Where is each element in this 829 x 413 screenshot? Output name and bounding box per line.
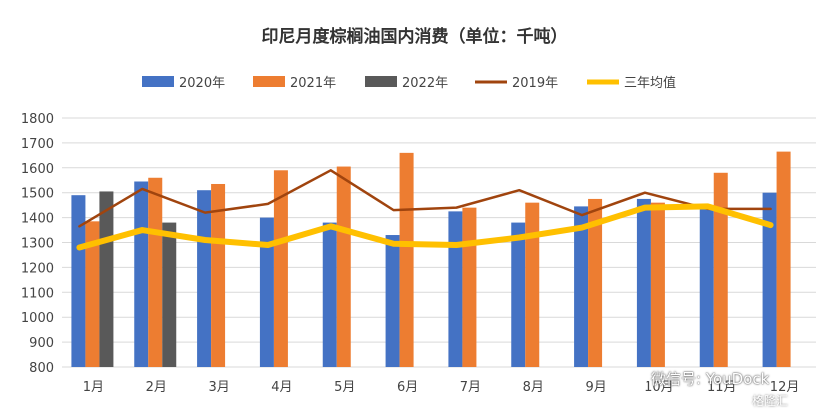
x-tick-label: 9月 — [585, 380, 606, 395]
x-tick-label: 10月 — [644, 380, 674, 395]
y-tick-label: 900 — [29, 336, 54, 351]
grid-layer — [62, 117, 816, 368]
bar-2022年-1月 — [99, 191, 114, 367]
bar-2021年-4月 — [273, 170, 288, 367]
legend-label: 2020年 — [179, 76, 225, 91]
y-tick-label: 1100 — [21, 286, 54, 301]
lines-layer — [76, 169, 774, 251]
bar-2020年-12月 — [762, 192, 777, 367]
axis-layer: 800 900 1000 1100 1200 1300 1400 1500 1600 1700 18… — [21, 112, 799, 395]
bar-2021年-10月 — [650, 202, 665, 367]
x-tick-label: 2月 — [146, 380, 167, 395]
legend-label: 2022年 — [402, 76, 448, 91]
bar-2020年-9月 — [574, 206, 589, 367]
bar-2021年-1月 — [85, 221, 100, 367]
watermark: 微信号: YouDock — [625, 368, 769, 389]
legend-swatch — [142, 76, 174, 87]
x-tick-label: 8月 — [523, 380, 544, 395]
y-tick-label: 1800 — [21, 112, 54, 127]
y-tick-label: 1200 — [21, 261, 54, 276]
bars-layer — [71, 151, 791, 367]
y-tick-label: 1600 — [21, 162, 54, 177]
bar-2020年-2月 — [134, 181, 149, 367]
series-line-2019年 — [78, 169, 772, 228]
y-tick-label: 1700 — [21, 137, 54, 152]
bar-2020年-7月 — [448, 211, 463, 367]
bar-2020年-8月 — [511, 222, 526, 367]
bar-2021年-12月 — [776, 151, 791, 367]
x-tick-label: 6月 — [397, 380, 418, 395]
legend-label: 2021年 — [290, 76, 336, 91]
bar-2022年-2月 — [162, 222, 177, 367]
x-tick-label: 7月 — [460, 380, 481, 395]
y-tick-label: 1300 — [21, 237, 54, 252]
y-tick-label: 800 — [29, 361, 54, 376]
y-tick-label: 1400 — [21, 212, 54, 227]
x-tick-label: 1月 — [83, 380, 104, 395]
bar-2021年-9月 — [588, 198, 603, 367]
bar-2020年-11月 — [699, 206, 714, 367]
x-tick-label: 5月 — [334, 380, 355, 395]
bar-2020年-3月 — [197, 190, 212, 367]
legend-swatch — [365, 76, 397, 87]
wechat-icon — [625, 371, 647, 387]
bar-2021年-3月 — [211, 183, 226, 367]
bar-2021年-8月 — [525, 202, 540, 367]
legend-label: 三年均值 — [624, 75, 676, 91]
x-tick-label: 3月 — [208, 380, 229, 395]
chart-title: 印尼月度棕榈油国内消费（单位：千吨） — [261, 27, 568, 47]
x-tick-label: 12月 — [770, 380, 800, 395]
bar-2021年-7月 — [462, 207, 477, 367]
bar-2020年-6月 — [385, 235, 400, 367]
y-tick-label: 1500 — [21, 187, 54, 202]
x-tick-label: 4月 — [271, 380, 292, 395]
x-tick-label: 11月 — [707, 380, 737, 395]
bar-2020年-4月 — [259, 217, 274, 367]
y-tick-label: 1000 — [21, 311, 54, 326]
legend-swatch — [253, 76, 285, 87]
bar-2020年-10月 — [636, 198, 651, 367]
brand-watermark: 格隆汇 — [752, 394, 789, 408]
watermark-text: 微信号: YouDock — [651, 370, 770, 388]
series-line-三年均值 — [76, 203, 774, 251]
bar-2021年-6月 — [399, 152, 414, 367]
bar-2020年-1月 — [71, 195, 86, 367]
legend: 2020年 2021年 2022年 2019年 三年均值 — [142, 75, 676, 91]
bar-2021年-2月 — [148, 177, 163, 367]
bar-2021年-11月 — [713, 172, 728, 367]
legend-label: 2019年 — [512, 76, 558, 91]
bar-2020年-5月 — [322, 222, 337, 367]
bar-2021年-5月 — [336, 166, 351, 367]
